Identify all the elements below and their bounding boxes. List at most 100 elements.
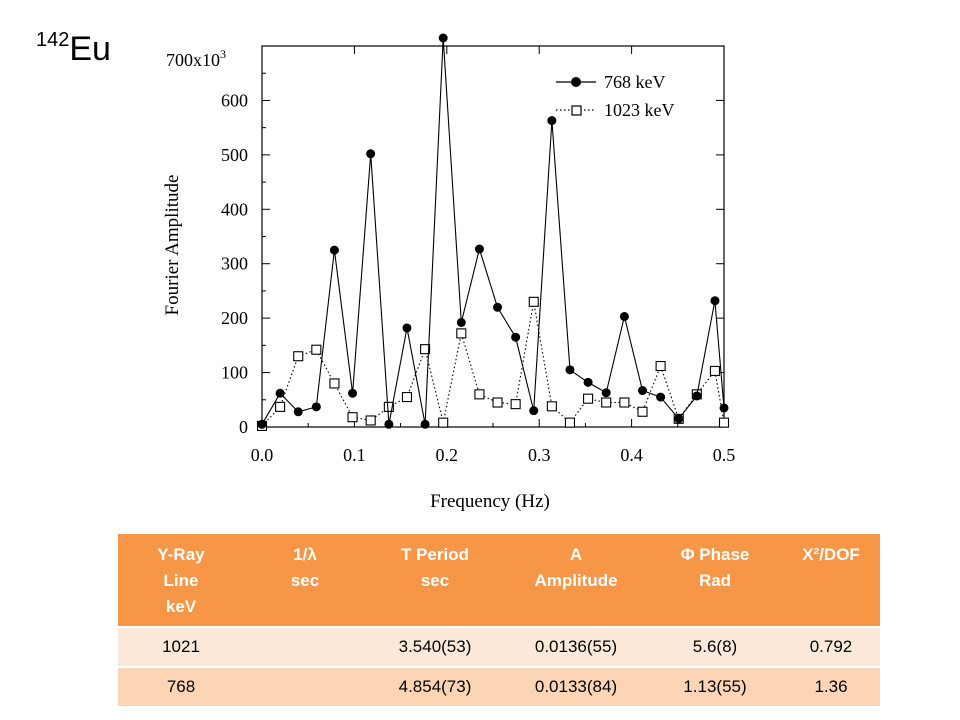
y-tick-label: 0: [239, 417, 248, 437]
fourier-amplitude-chart: 0 100 200 300 400 500 600 700 0.0 0.1 0.2 0.3 0.4 0.…: [162, 33, 736, 512]
y-tick-label: 100: [221, 363, 248, 383]
data-point-1023: [456, 328, 467, 339]
data-point-768: [493, 302, 503, 312]
data-point-768: [474, 244, 484, 254]
x-axis-label: Frequency (Hz): [430, 491, 550, 512]
legend-marker-1023: [571, 105, 582, 116]
data-point-1023: [438, 417, 449, 428]
isotope-mass-number: 142: [36, 28, 70, 51]
data-point-768: [348, 388, 358, 398]
data-point-1023: [546, 401, 557, 412]
data-point-768: [692, 391, 702, 401]
y-tick-label: 300: [221, 254, 248, 274]
x-tick-label: 0.0: [251, 445, 274, 465]
data-point-768: [710, 296, 720, 306]
data-point-1023: [365, 415, 376, 426]
y-tick-label: 200: [221, 308, 248, 328]
header-gamma-ray-line: Y-Ray Line keV: [118, 534, 244, 627]
cell-period: 4.854(73): [366, 666, 504, 706]
header-chi-squared-dof: X²/DOF: [782, 534, 880, 627]
data-point-1023: [601, 397, 612, 408]
legend-label-768: 768 keV: [604, 72, 666, 92]
results-table: Y-Ray Line keV 1/λ sec T Period sec A Am…: [118, 534, 880, 706]
y-multiplier-label: x103: [193, 47, 226, 70]
header-period: T Period sec: [366, 534, 504, 627]
x-tick-label: 0.3: [528, 445, 551, 465]
data-point-768: [511, 332, 521, 342]
header-phase: Φ Phase Rad: [648, 534, 782, 627]
data-point-1023: [420, 344, 431, 355]
cell-amplitude: 0.0133(84): [504, 666, 648, 706]
data-point-768: [257, 419, 267, 429]
y-axis-ticks: 0 100 200 300 400 500 600 700: [166, 45, 724, 437]
data-point-1023: [492, 397, 503, 408]
cell-phase: 1.13(55): [648, 666, 782, 706]
table-row: 768 4.854(73) 0.0133(84) 1.13(55) 1.36: [118, 666, 880, 706]
data-point-768: [420, 419, 430, 429]
data-point-768: [438, 33, 448, 43]
data-point-1023: [383, 401, 394, 412]
data-point-768: [547, 116, 557, 126]
isotope-symbol: Eu: [69, 30, 111, 68]
data-point-1023: [583, 393, 594, 404]
data-point-1023: [311, 344, 322, 355]
cell-line: 1021: [118, 626, 244, 667]
legend-marker-768: [571, 77, 581, 87]
data-point-768: [619, 312, 629, 322]
data-point-768: [366, 149, 376, 159]
data-point-768: [565, 365, 575, 375]
y-tick-label: 600: [221, 90, 248, 110]
y-axis-label: Fourier Amplitude: [162, 175, 183, 316]
y-tick-label: 500: [221, 145, 248, 165]
cell-amplitude: 0.0136(55): [504, 626, 648, 667]
header-inverse-lambda: 1/λ sec: [244, 534, 366, 627]
cell-chi-squared: 0.792: [782, 626, 880, 667]
data-point-768: [275, 388, 285, 398]
table-header-row: Y-Ray Line keV 1/λ sec T Period sec A Am…: [118, 534, 880, 627]
data-point-1023: [474, 389, 485, 400]
series-line-768: [261, 37, 725, 425]
x-tick-label: 0.5: [713, 445, 736, 465]
data-point-1023: [718, 417, 730, 428]
x-tick-label: 0.1: [343, 445, 366, 465]
cell-period: 3.540(53): [366, 626, 504, 667]
data-point-1023: [564, 417, 576, 428]
data-point-1023: [275, 401, 286, 412]
data-point-1023: [637, 406, 648, 417]
legend: 768 keV 1023 keV: [556, 72, 675, 120]
data-point-768: [656, 392, 666, 402]
data-point-1023: [655, 360, 666, 372]
cell-phase: 5.6(8): [648, 626, 782, 667]
data-point-768: [456, 317, 466, 327]
data-point-768: [311, 402, 321, 412]
data-point-768: [384, 419, 394, 429]
series-layer: [256, 33, 730, 431]
data-point-768: [674, 414, 684, 424]
x-tick-label: 0.2: [436, 445, 459, 465]
data-point-768: [329, 245, 339, 255]
table-row: 1021 3.540(53) 0.0136(55) 5.6(8) 0.792: [118, 626, 880, 667]
data-point-768: [293, 407, 303, 417]
cell-line: 768: [118, 666, 244, 706]
data-point-768: [402, 323, 412, 333]
x-tick-label: 0.4: [620, 445, 643, 465]
cell-inverse-lambda: [244, 626, 366, 667]
data-point-768: [529, 406, 539, 416]
y-tick-label: 400: [221, 199, 248, 219]
data-point-768: [601, 388, 611, 398]
data-point-1023: [510, 399, 521, 410]
data-point-1023: [528, 296, 539, 307]
data-point-1023: [619, 397, 630, 408]
cell-inverse-lambda: [244, 666, 366, 706]
data-point-1023: [709, 365, 720, 376]
data-point-768: [719, 403, 729, 413]
data-point-768: [638, 386, 648, 396]
data-point-1023: [347, 412, 358, 423]
legend-label-1023: 1023 keV: [604, 100, 675, 120]
y-tick-label: 700: [166, 50, 193, 70]
data-point-1023: [293, 351, 304, 362]
data-point-1023: [329, 378, 340, 389]
data-point-768: [583, 377, 593, 387]
data-point-1023: [401, 392, 413, 403]
cell-chi-squared: 1.36: [782, 666, 880, 706]
